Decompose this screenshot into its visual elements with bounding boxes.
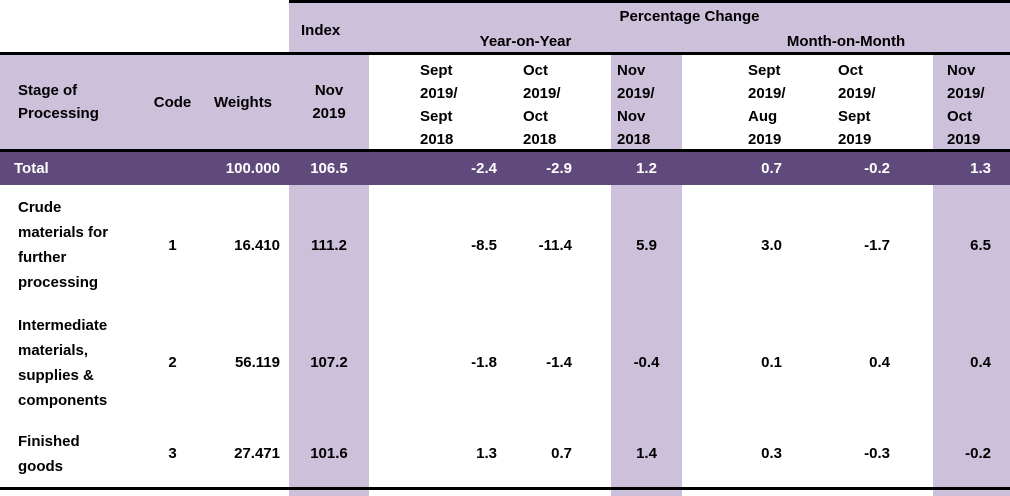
crude-stage-cell: Crude materials for further processing bbox=[18, 199, 109, 291]
rule-under-column-header bbox=[0, 149, 1010, 152]
intermediate-mom-oct-cell: 0.4 bbox=[869, 354, 890, 371]
crude-index-cell: 111.2 bbox=[311, 236, 347, 254]
crude-yoy-sept-cell: -8.5 bbox=[471, 236, 497, 254]
header-band-background bbox=[289, 3, 1010, 52]
intermediate-yoy-nov-cell: -0.4 bbox=[633, 354, 660, 371]
finished-weights-cell: 27.471 bbox=[234, 445, 280, 462]
intermediate-weights-cell: 56.119 bbox=[234, 354, 280, 371]
year-on-year-header: Year-on-Year bbox=[479, 32, 572, 50]
intermediate-yoy-sept-cell: -1.8 bbox=[471, 354, 497, 371]
total-stage-cell: Total bbox=[14, 160, 49, 177]
col-header-index-nov-2019: Nov 2019 bbox=[312, 82, 346, 122]
intermediate-yoy-oct-cell: -1.4 bbox=[546, 354, 572, 371]
subheader-left-background bbox=[0, 55, 369, 149]
top-rule bbox=[289, 0, 1010, 3]
percentage-change-group: Percentage Change Year-on-Year Month-on-… bbox=[369, 3, 1010, 52]
finished-mom-nov-cell: -0.2 bbox=[965, 445, 991, 462]
total-mom-nov-cell: 1.3 bbox=[970, 160, 991, 177]
total-yoy-nov-cell: 1.2 bbox=[636, 160, 657, 177]
intermediate-mom-sept-cell: 0.1 bbox=[761, 354, 782, 371]
total-yoy-sept-cell: -2.4 bbox=[471, 160, 497, 177]
percentage-change-header: Percentage Change bbox=[619, 8, 760, 25]
subheader-yoy-nov-background bbox=[611, 55, 682, 149]
total-yoy-oct-cell: -2.9 bbox=[546, 160, 572, 177]
crude-weights-cell: 16.410 bbox=[234, 236, 280, 254]
col-header-yoy-oct: Oct 2019/ Oct 2018 bbox=[523, 62, 561, 148]
col-header-mom-nov: Nov 2019/ Oct 2019 bbox=[947, 62, 985, 148]
bottom-rule bbox=[0, 487, 1010, 490]
crude-mom-sept-cell: 3.0 bbox=[761, 236, 782, 254]
mom-nov-column-stripe bbox=[933, 185, 1010, 496]
month-on-month-header: Month-on-Month bbox=[786, 32, 906, 50]
finished-mom-oct-cell: -0.3 bbox=[864, 445, 890, 462]
total-code-cell bbox=[148, 152, 197, 185]
crude-mom-nov-cell: 6.5 bbox=[970, 236, 991, 254]
total-weights-cell: 100.000 bbox=[225, 160, 280, 177]
index-column-stripe bbox=[289, 185, 369, 496]
finished-stage-cell: Finished goods bbox=[18, 432, 80, 475]
total-mom-oct-cell: -0.2 bbox=[864, 160, 890, 177]
rule-under-group-header bbox=[0, 52, 1010, 55]
crude-mom-oct-cell: -1.7 bbox=[864, 236, 890, 254]
total-index-cell: 106.5 bbox=[310, 160, 348, 177]
intermediate-code-cell: 2 bbox=[168, 354, 177, 371]
total-row-background bbox=[0, 152, 1010, 185]
finished-index-cell: 101.6 bbox=[310, 445, 348, 462]
col-header-yoy-sept: Sept 2019/ Sept 2018 bbox=[420, 62, 458, 148]
finished-yoy-oct-cell: 0.7 bbox=[551, 445, 572, 462]
col-header-yoy-nov: Nov 2019/ Nov 2018 bbox=[617, 62, 655, 148]
intermediate-index-cell: 107.2 bbox=[310, 354, 348, 371]
crude-yoy-nov-cell: 5.9 bbox=[636, 236, 657, 254]
col-header-mom-oct: Oct 2019/ Sept 2019 bbox=[838, 62, 876, 148]
col-header-mom-sept: Sept 2019/ Aug 2019 bbox=[748, 62, 786, 148]
finished-yoy-sept-cell: 1.3 bbox=[476, 445, 497, 462]
col-header-weights: Weights bbox=[213, 93, 273, 111]
col-header-stage: Stage of Processing bbox=[18, 82, 99, 122]
yoy-nov-column-stripe bbox=[611, 185, 682, 496]
total-mom-sept-cell: 0.7 bbox=[761, 160, 782, 177]
index-group-header: Index bbox=[301, 22, 341, 39]
col-header-code: Code bbox=[153, 93, 192, 111]
crude-code-cell: 1 bbox=[168, 236, 177, 254]
finished-mom-sept-cell: 0.3 bbox=[761, 445, 782, 462]
finished-code-cell: 3 bbox=[168, 445, 177, 462]
finished-yoy-nov-cell: 1.4 bbox=[636, 445, 657, 462]
intermediate-stage-cell: Intermediate materials, supplies & compo… bbox=[18, 316, 108, 409]
intermediate-mom-nov-cell: 0.4 bbox=[970, 354, 991, 371]
subheader-mom-nov-background bbox=[933, 55, 1010, 149]
crude-yoy-oct-cell: -11.4 bbox=[538, 236, 572, 254]
